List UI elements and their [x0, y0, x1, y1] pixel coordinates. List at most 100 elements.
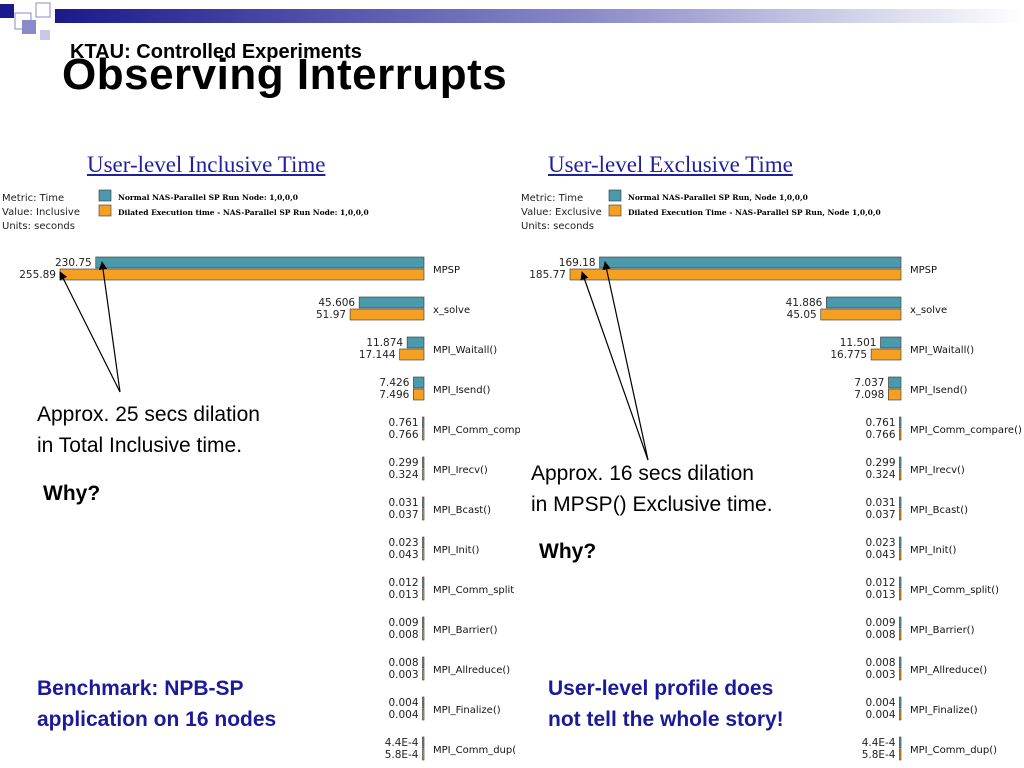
category-label: MPI_Irecv(): [910, 465, 965, 476]
bar-value-label: 0.009: [865, 617, 895, 629]
bar: [406, 336, 425, 349]
bar: [422, 496, 425, 509]
category-label: MPI_Comm_compare(): [910, 425, 1022, 436]
category-label: MPI_Comm_comp: [433, 425, 520, 436]
bar-value-label: 169.18: [559, 257, 596, 269]
bar: [422, 616, 425, 629]
header-decoration: [0, 2, 1024, 40]
callout-line: Approx. 16 secs dilation: [531, 462, 754, 485]
callout-line: in Total Inclusive time.: [37, 434, 243, 457]
bar: [826, 296, 902, 309]
bar-value-label: 0.013: [865, 589, 895, 601]
bar: [899, 736, 902, 749]
bar: [422, 468, 425, 481]
bar: [899, 708, 902, 721]
exclusive-callout: Approx. 16 secs dilation in MPSP() Exclu…: [531, 458, 773, 520]
bar-value-label: 5.8E-4: [862, 749, 896, 761]
bar-value-label: 0.004: [865, 697, 895, 709]
bar-value-label: 7.098: [854, 389, 884, 401]
chart-info-text: Units: seconds: [521, 221, 594, 232]
bar-value-label: 4.4E-4: [385, 737, 419, 749]
bar: [349, 308, 425, 321]
benchmark-note: Benchmark: NPB-SP application on 16 node…: [37, 673, 276, 735]
bar-value-label: 0.043: [865, 549, 895, 561]
bar: [899, 616, 902, 629]
callout-line: Approx. 25 secs dilation: [37, 403, 260, 426]
bar: [599, 256, 902, 269]
bar: [899, 468, 902, 481]
note-line: not tell the whole story!: [548, 708, 784, 731]
bar: [413, 376, 425, 389]
bar: [899, 628, 902, 641]
exclusive-chart-title: User-level Exclusive Time: [548, 152, 793, 177]
bar: [569, 268, 902, 281]
bar: [899, 416, 902, 429]
exclusive-chart-svg: Metric: Time Value: Exclusive Units: secon…: [521, 189, 1022, 761]
bar: [422, 456, 425, 469]
bar-value-label: 0.008: [865, 657, 895, 669]
bar-value-label: 0.003: [388, 669, 418, 681]
bar: [820, 308, 902, 321]
bar: [422, 668, 425, 681]
category-label: MPI_Allreduce(): [433, 665, 510, 676]
bar-value-label: 7.426: [379, 377, 409, 389]
bar-value-label: 0.324: [388, 469, 418, 481]
bar-value-label: 255.89: [19, 269, 56, 281]
bar-value-label: 17.144: [359, 349, 396, 361]
bar-value-label: 0.004: [388, 697, 418, 709]
category-label: x_solve: [433, 305, 470, 316]
legend-swatch: [98, 204, 112, 217]
bar-value-label: 0.031: [865, 497, 895, 509]
category-label: MPI_Allreduce(): [910, 665, 987, 676]
bar: [899, 588, 902, 601]
chart-info-text: Metric: Time: [2, 193, 64, 204]
bar: [422, 588, 425, 601]
inclusive-why: Why?: [43, 482, 101, 505]
bar-value-label: 0.031: [388, 497, 418, 509]
category-label: MPI_Finalize(): [910, 705, 978, 716]
bar-value-label: 45.05: [787, 309, 817, 321]
legend-swatch: [608, 189, 622, 202]
category-label: MPI_Barrier(): [433, 625, 498, 636]
category-label: MPI_Waitall(): [910, 345, 974, 356]
category-label: MPI_Waitall(): [433, 345, 497, 356]
bar-value-label: 0.299: [388, 457, 418, 469]
bar-value-label: 0.023: [865, 537, 895, 549]
deco-square: [22, 20, 36, 34]
bar-value-label: 0.761: [865, 417, 895, 429]
bar: [422, 696, 425, 709]
legend-label: Normal NAS-Parallel SP Run, Node 1,0,0,0: [628, 193, 808, 202]
bar-value-label: 0.003: [865, 669, 895, 681]
chart-info-text: Value: Inclusive: [2, 207, 80, 218]
bar-value-label: 0.766: [388, 429, 418, 441]
bar-value-label: 7.037: [854, 377, 884, 389]
chart-info-text: Value: Exclusive: [521, 207, 602, 218]
deco-square: [40, 30, 50, 40]
bar: [899, 576, 902, 589]
bar: [422, 548, 425, 561]
bar-value-label: 41.886: [786, 297, 823, 309]
slide-subtitle: KTAU: Controlled Experiments: [70, 41, 362, 63]
note-line: application on 16 nodes: [37, 708, 277, 731]
bar-value-label: 0.008: [388, 629, 418, 641]
bar: [899, 456, 902, 469]
bar-value-label: 0.013: [388, 589, 418, 601]
slide-title: Observing Interrupts: [62, 50, 508, 99]
category-label: MPI_Bcast(): [433, 505, 491, 516]
category-label: MPI_Isend(): [433, 385, 491, 396]
legend-label: Dilated Execution Time - NAS-Parallel SP…: [628, 208, 881, 217]
inclusive-callout: Approx. 25 secs dilation in Total Inclus…: [37, 399, 260, 461]
bar: [422, 628, 425, 641]
bar-value-label: 45.606: [318, 297, 355, 309]
bar-value-label: 5.8E-4: [385, 749, 419, 761]
note-line: Benchmark: NPB-SP: [37, 677, 244, 700]
bar-value-label: 0.037: [388, 509, 418, 521]
inclusive-chart-svg: Metric: Time Value: Inclusive Units: secon…: [2, 189, 520, 761]
bar: [422, 536, 425, 549]
bar-value-label: 230.75: [55, 257, 92, 269]
bar: [899, 748, 902, 761]
bar-value-label: 16.775: [830, 349, 867, 361]
bar-value-label: 0.012: [388, 577, 418, 589]
bar: [422, 656, 425, 669]
bar: [899, 428, 902, 441]
